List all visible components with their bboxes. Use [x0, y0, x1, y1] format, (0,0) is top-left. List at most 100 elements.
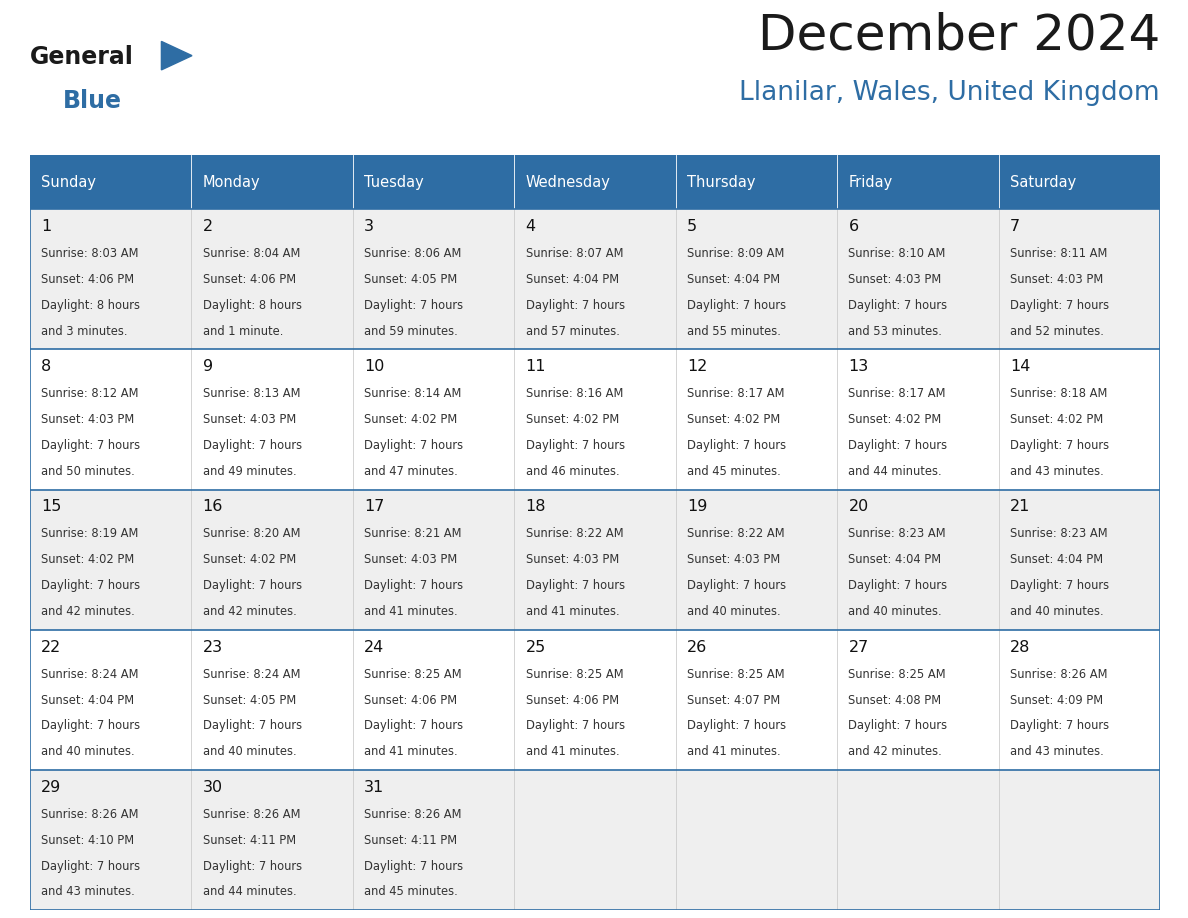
Text: Sunset: 4:04 PM: Sunset: 4:04 PM — [1010, 554, 1102, 566]
Text: Sunrise: 8:11 AM: Sunrise: 8:11 AM — [1010, 247, 1107, 260]
Text: and 50 minutes.: and 50 minutes. — [42, 465, 135, 478]
Text: and 59 minutes.: and 59 minutes. — [365, 325, 457, 338]
Text: and 42 minutes.: and 42 minutes. — [42, 605, 135, 618]
Bar — [838, 350, 999, 489]
Text: Sunset: 4:02 PM: Sunset: 4:02 PM — [687, 413, 781, 426]
Text: Sunset: 4:05 PM: Sunset: 4:05 PM — [365, 274, 457, 286]
Bar — [999, 155, 1159, 209]
Text: 22: 22 — [42, 640, 62, 655]
Text: Sunrise: 8:25 AM: Sunrise: 8:25 AM — [687, 667, 784, 680]
Text: Daylight: 7 hours: Daylight: 7 hours — [365, 720, 463, 733]
Bar — [514, 489, 676, 630]
Text: Wednesday: Wednesday — [525, 174, 611, 190]
Bar — [999, 489, 1159, 630]
Text: Sunrise: 8:25 AM: Sunrise: 8:25 AM — [365, 667, 462, 680]
Text: Sunset: 4:07 PM: Sunset: 4:07 PM — [687, 693, 781, 707]
Text: Daylight: 7 hours: Daylight: 7 hours — [42, 720, 140, 733]
Text: and 46 minutes.: and 46 minutes. — [525, 465, 619, 478]
Text: 14: 14 — [1010, 359, 1030, 375]
Text: and 41 minutes.: and 41 minutes. — [365, 605, 457, 618]
Bar — [514, 209, 676, 350]
Text: 18: 18 — [525, 499, 546, 514]
Text: Sunrise: 8:10 AM: Sunrise: 8:10 AM — [848, 247, 946, 260]
Bar — [999, 630, 1159, 770]
Text: 17: 17 — [365, 499, 385, 514]
Text: Sunrise: 8:26 AM: Sunrise: 8:26 AM — [365, 808, 462, 821]
Text: 1: 1 — [42, 219, 51, 234]
Text: Sunset: 4:02 PM: Sunset: 4:02 PM — [42, 554, 134, 566]
Text: General: General — [30, 45, 134, 69]
Text: 7: 7 — [1010, 219, 1020, 234]
Text: Sunrise: 8:17 AM: Sunrise: 8:17 AM — [848, 387, 946, 400]
Bar — [191, 489, 353, 630]
Bar — [838, 630, 999, 770]
Text: and 44 minutes.: and 44 minutes. — [848, 465, 942, 478]
Bar — [999, 209, 1159, 350]
Text: Sunset: 4:09 PM: Sunset: 4:09 PM — [1010, 693, 1102, 707]
Text: Daylight: 7 hours: Daylight: 7 hours — [42, 859, 140, 872]
Text: and 41 minutes.: and 41 minutes. — [365, 745, 457, 758]
Text: and 40 minutes.: and 40 minutes. — [687, 605, 781, 618]
Text: Sunrise: 8:17 AM: Sunrise: 8:17 AM — [687, 387, 784, 400]
Text: Sunrise: 8:19 AM: Sunrise: 8:19 AM — [42, 528, 139, 541]
Text: Daylight: 7 hours: Daylight: 7 hours — [848, 720, 948, 733]
Text: Sunrise: 8:16 AM: Sunrise: 8:16 AM — [525, 387, 623, 400]
Bar — [30, 489, 191, 630]
Text: Monday: Monday — [203, 174, 260, 190]
Text: Sunrise: 8:25 AM: Sunrise: 8:25 AM — [848, 667, 946, 680]
Text: and 57 minutes.: and 57 minutes. — [525, 325, 619, 338]
Text: Daylight: 7 hours: Daylight: 7 hours — [848, 299, 948, 312]
Bar — [191, 209, 353, 350]
Text: 5: 5 — [687, 219, 697, 234]
Text: 21: 21 — [1010, 499, 1030, 514]
Bar — [999, 350, 1159, 489]
Text: Sunrise: 8:13 AM: Sunrise: 8:13 AM — [203, 387, 301, 400]
Bar — [30, 630, 191, 770]
Text: 24: 24 — [365, 640, 385, 655]
Text: Daylight: 7 hours: Daylight: 7 hours — [525, 579, 625, 592]
Text: 3: 3 — [365, 219, 374, 234]
Text: 31: 31 — [365, 779, 385, 795]
Text: and 42 minutes.: and 42 minutes. — [203, 605, 297, 618]
Text: 16: 16 — [203, 499, 223, 514]
Text: 25: 25 — [525, 640, 545, 655]
Text: Sunrise: 8:24 AM: Sunrise: 8:24 AM — [42, 667, 139, 680]
Bar — [353, 630, 514, 770]
Polygon shape — [162, 41, 192, 70]
Bar — [353, 155, 514, 209]
Text: 26: 26 — [687, 640, 707, 655]
Text: and 43 minutes.: and 43 minutes. — [42, 886, 135, 899]
Text: Sunset: 4:03 PM: Sunset: 4:03 PM — [687, 554, 781, 566]
Text: Sunset: 4:03 PM: Sunset: 4:03 PM — [203, 413, 296, 426]
Text: 29: 29 — [42, 779, 62, 795]
Text: and 1 minute.: and 1 minute. — [203, 325, 283, 338]
Text: Sunrise: 8:23 AM: Sunrise: 8:23 AM — [848, 528, 946, 541]
Text: Daylight: 7 hours: Daylight: 7 hours — [203, 579, 302, 592]
Text: 11: 11 — [525, 359, 546, 375]
Text: Daylight: 7 hours: Daylight: 7 hours — [848, 439, 948, 453]
Text: Sunrise: 8:09 AM: Sunrise: 8:09 AM — [687, 247, 784, 260]
Text: Daylight: 7 hours: Daylight: 7 hours — [203, 439, 302, 453]
Text: Daylight: 7 hours: Daylight: 7 hours — [42, 579, 140, 592]
Text: Sunset: 4:03 PM: Sunset: 4:03 PM — [1010, 274, 1104, 286]
Text: Sunset: 4:06 PM: Sunset: 4:06 PM — [525, 693, 619, 707]
Text: and 41 minutes.: and 41 minutes. — [687, 745, 781, 758]
Bar — [514, 155, 676, 209]
Bar — [676, 209, 838, 350]
Text: Daylight: 7 hours: Daylight: 7 hours — [1010, 720, 1108, 733]
Bar — [838, 209, 999, 350]
Text: 4: 4 — [525, 219, 536, 234]
Bar — [30, 155, 191, 209]
Text: Sunset: 4:03 PM: Sunset: 4:03 PM — [848, 274, 942, 286]
Text: Tuesday: Tuesday — [365, 174, 424, 190]
Text: Sunset: 4:03 PM: Sunset: 4:03 PM — [365, 554, 457, 566]
Text: Sunset: 4:02 PM: Sunset: 4:02 PM — [848, 413, 942, 426]
Text: Daylight: 7 hours: Daylight: 7 hours — [365, 579, 463, 592]
Text: Sunset: 4:02 PM: Sunset: 4:02 PM — [203, 554, 296, 566]
Text: Sunset: 4:02 PM: Sunset: 4:02 PM — [1010, 413, 1104, 426]
Text: Daylight: 7 hours: Daylight: 7 hours — [203, 720, 302, 733]
Bar — [838, 489, 999, 630]
Text: Blue: Blue — [63, 89, 121, 113]
Text: Daylight: 7 hours: Daylight: 7 hours — [687, 579, 786, 592]
Text: Sunset: 4:04 PM: Sunset: 4:04 PM — [525, 274, 619, 286]
